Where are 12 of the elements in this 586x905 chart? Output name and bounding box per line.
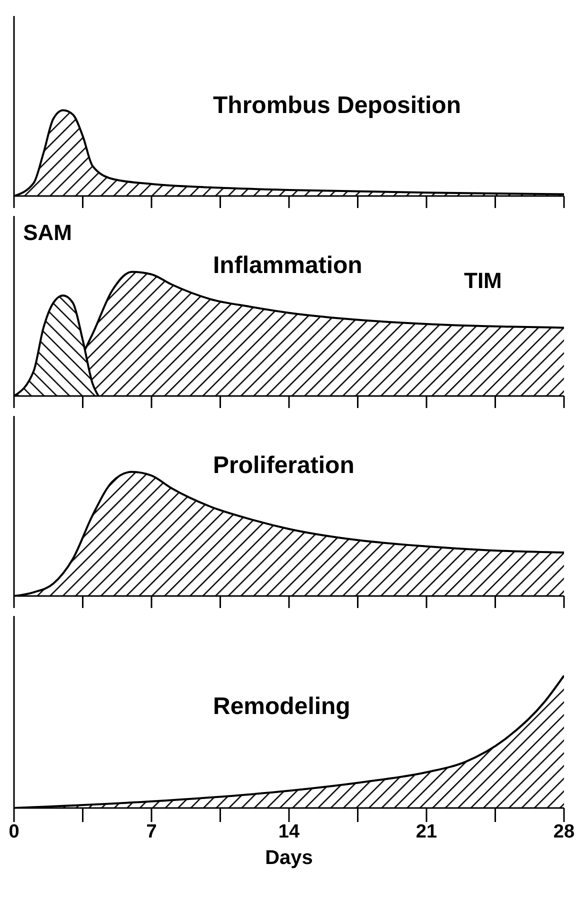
x-tick-label: 21	[416, 821, 438, 842]
x-tick-label: 14	[278, 821, 300, 842]
x-tick-label: 7	[146, 821, 157, 842]
x-axis-title: Days	[265, 847, 313, 869]
x-tick-label: 0	[8, 821, 20, 842]
x-tick-label: 28	[553, 821, 575, 842]
chart-title: Proliferation	[213, 452, 354, 480]
text: SAM	[23, 220, 72, 246]
series-label: TIM	[464, 268, 502, 294]
chart-title: Inflammation	[213, 252, 362, 280]
chart-title: Thrombus Deposition	[213, 92, 461, 120]
text: Remodeling	[213, 692, 350, 721]
